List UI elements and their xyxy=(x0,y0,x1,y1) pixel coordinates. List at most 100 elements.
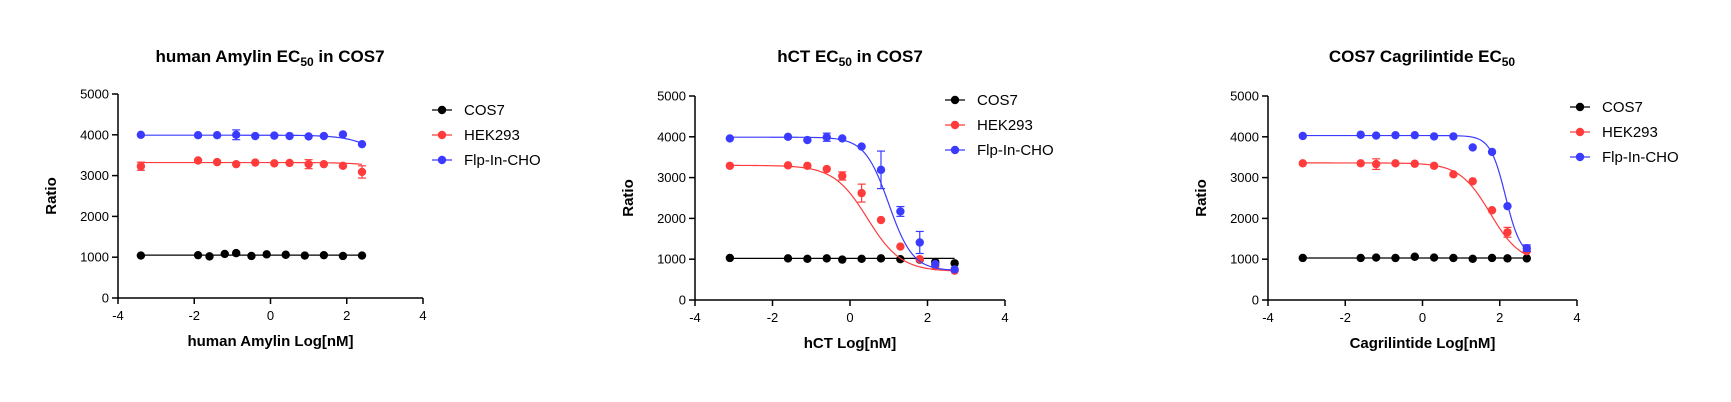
x-tick-label: 2 xyxy=(1496,310,1503,325)
data-point xyxy=(357,251,367,260)
data-point xyxy=(725,253,735,263)
chart-hct: hCT EC50 in COS7 0 1000 2000 3000 4000 5000 -4 -… xyxy=(620,47,1054,352)
x-axis-label: human Amylin Log[nM] xyxy=(187,333,353,350)
data-point xyxy=(193,131,203,140)
x-axis-label: Cagrilintide Log[nM] xyxy=(1350,335,1496,352)
legend-entry: Flp-In-CHO xyxy=(945,142,1054,159)
x-tick-label: 0 xyxy=(267,308,274,323)
data-point xyxy=(896,207,905,216)
data-point xyxy=(1429,132,1439,141)
data-point xyxy=(1487,206,1497,215)
x-tick-label: -4 xyxy=(1262,310,1274,325)
data-point xyxy=(251,131,260,141)
y-tick-label: 2000 xyxy=(657,211,686,226)
title-tail: in COS7 xyxy=(852,47,923,66)
series-hek293 xyxy=(1298,158,1531,256)
data-point xyxy=(1503,254,1512,263)
legend-marker xyxy=(1575,102,1585,112)
title-main: COS7 Cagrilintide EC xyxy=(1329,47,1502,66)
data-point xyxy=(915,255,924,264)
legend-marker xyxy=(437,130,447,140)
title-main: hCT EC xyxy=(777,47,838,66)
data-point xyxy=(1449,170,1458,179)
legend-label: Flp-In-CHO xyxy=(464,152,541,169)
data-point xyxy=(822,133,831,142)
data-point xyxy=(1468,254,1477,263)
data-point xyxy=(285,131,294,141)
data-point xyxy=(319,250,329,260)
data-point xyxy=(1522,243,1531,253)
data-point xyxy=(838,171,847,181)
y-tick-label: 4000 xyxy=(80,127,109,142)
data-point xyxy=(357,139,367,149)
data-point xyxy=(136,130,146,139)
x-tick-label: 2 xyxy=(924,310,931,325)
data-point xyxy=(1410,159,1419,168)
data-point xyxy=(338,130,348,139)
chart-title: human Amylin EC50 in COS7 xyxy=(155,47,384,69)
legend-marker xyxy=(1575,127,1585,137)
data-point xyxy=(857,188,866,198)
data-point xyxy=(838,134,847,143)
series-cos7 xyxy=(725,253,959,268)
data-point xyxy=(338,251,348,261)
data-point xyxy=(803,161,812,170)
legend-label: Flp-In-CHO xyxy=(1602,149,1679,166)
data-point xyxy=(1487,147,1497,157)
y-tick-label: 5000 xyxy=(80,87,109,102)
y-tick-label: 1000 xyxy=(80,250,109,265)
series-cos7 xyxy=(1298,252,1531,263)
data-point xyxy=(270,131,279,140)
legend-entry: COS7 xyxy=(945,92,1018,109)
data-point xyxy=(319,131,329,141)
legend-marker xyxy=(950,120,960,130)
title-main: human Amylin EC xyxy=(155,47,300,66)
data-point xyxy=(1298,131,1307,141)
data-point xyxy=(783,254,793,263)
data-point xyxy=(822,164,831,174)
data-point xyxy=(1503,201,1512,211)
data-point xyxy=(1522,254,1531,263)
data-point xyxy=(193,156,203,165)
data-point xyxy=(1371,253,1381,262)
data-point xyxy=(1468,143,1477,152)
y-tick-label: 1000 xyxy=(657,252,686,267)
data-point xyxy=(281,250,290,259)
data-point xyxy=(136,162,146,171)
y-tick-label: 4000 xyxy=(1230,129,1259,144)
legend-label: COS7 xyxy=(977,92,1018,109)
data-point xyxy=(212,131,222,140)
data-point xyxy=(950,265,959,274)
data-point xyxy=(205,252,214,261)
data-point xyxy=(950,259,959,268)
x-tick-label: 2 xyxy=(343,308,350,323)
y-tick-label: 0 xyxy=(102,291,109,306)
data-point xyxy=(1391,159,1400,168)
data-point xyxy=(857,142,866,151)
data-point xyxy=(212,157,222,167)
data-point xyxy=(857,254,866,263)
legend-label: HEK293 xyxy=(977,117,1033,134)
data-point xyxy=(1429,253,1439,262)
data-point xyxy=(304,132,313,141)
data-point xyxy=(1356,130,1365,139)
data-point xyxy=(357,167,367,177)
fit-curve xyxy=(729,164,955,272)
data-point xyxy=(1449,132,1458,141)
y-tick-label: 3000 xyxy=(80,168,109,183)
y-tick-label: 2000 xyxy=(1230,211,1259,226)
series-flp-in-cho xyxy=(1298,130,1531,253)
legend-marker xyxy=(437,155,447,165)
y-tick-label: 2000 xyxy=(80,209,109,224)
x-tick-label: 4 xyxy=(1001,310,1008,325)
data-point xyxy=(270,159,279,168)
legend-label: Flp-In-CHO xyxy=(977,142,1054,159)
data-point xyxy=(876,215,886,225)
data-point xyxy=(319,159,329,169)
y-tick-label: 5000 xyxy=(1230,89,1259,104)
x-tick-label: -2 xyxy=(188,308,200,323)
legend-label: COS7 xyxy=(1602,99,1643,116)
legend-label: COS7 xyxy=(464,102,505,119)
legend-entry: HEK293 xyxy=(1570,124,1658,141)
data-point xyxy=(1487,253,1497,263)
